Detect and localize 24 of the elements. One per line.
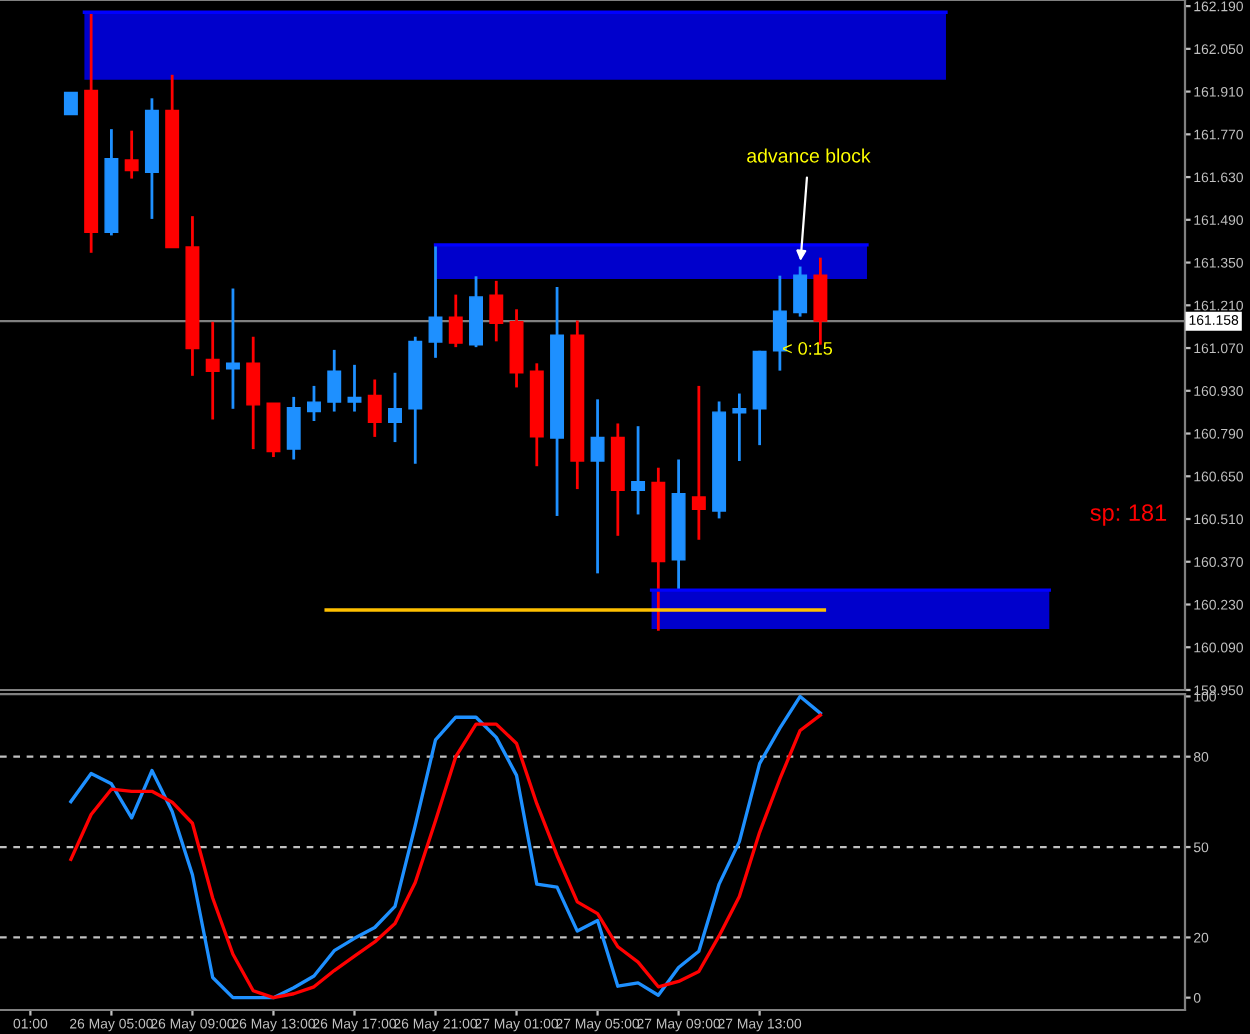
candlestick	[246, 335, 261, 451]
candlestick	[225, 287, 240, 411]
candlestick	[388, 371, 402, 444]
candlestick	[732, 392, 747, 463]
candlestick	[286, 395, 301, 461]
candlestick	[469, 274, 484, 349]
candlestick	[327, 348, 342, 413]
candlestick	[63, 91, 78, 116]
candlestick	[772, 274, 787, 373]
candlestick	[631, 424, 646, 516]
candlestick	[590, 397, 605, 575]
candlestick	[428, 242, 443, 360]
candlestick	[793, 265, 808, 318]
annotation: sp: 181	[1090, 504, 1167, 526]
candlestick	[691, 384, 706, 542]
candlestick	[367, 378, 382, 439]
annotation: advance block	[747, 148, 871, 163]
candlestick	[124, 129, 139, 180]
candlestick	[448, 293, 463, 349]
candlestick	[306, 384, 321, 423]
annotation: < 0:15	[782, 342, 833, 355]
candlestick	[489, 279, 504, 343]
candlestick	[347, 363, 362, 413]
candlestick	[205, 320, 220, 421]
